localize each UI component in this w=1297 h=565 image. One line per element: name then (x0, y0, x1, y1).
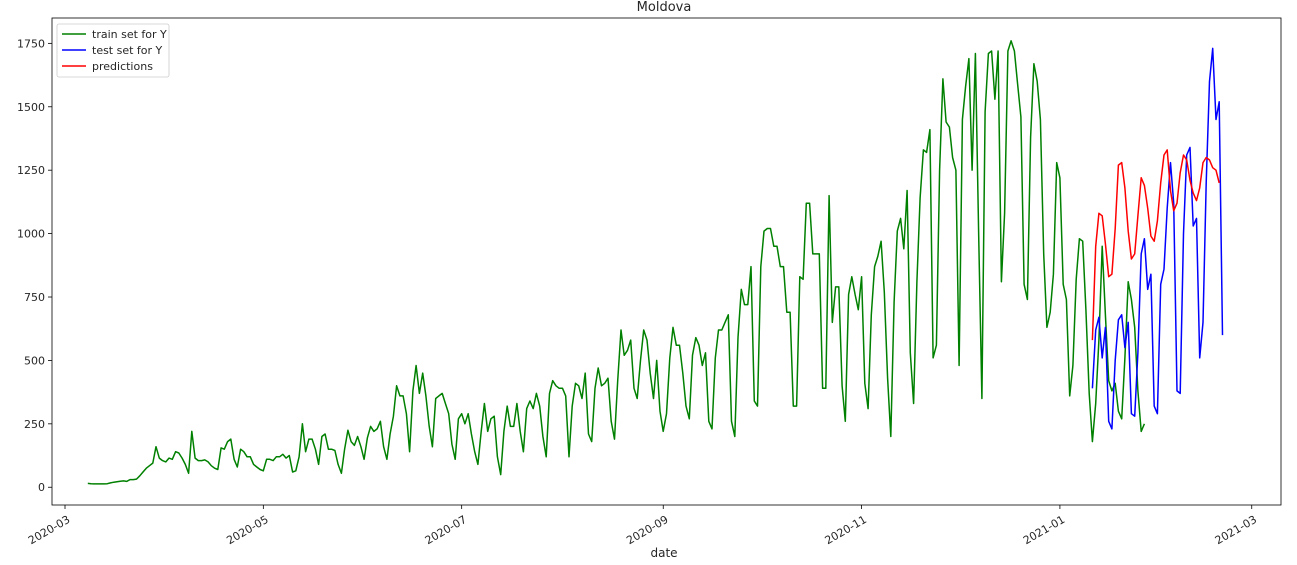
series-line-0 (87, 40, 1146, 485)
x-axis-title: date (650, 546, 677, 560)
chart-title: Moldova (637, 0, 692, 15)
x-tick-label: 2020-07 (423, 513, 469, 547)
y-axis: 0 250 500 750 1000 1250 1500 1750 (17, 37, 52, 494)
x-tick-label: 2020-03 (26, 513, 72, 547)
series-line-1 (1091, 47, 1224, 430)
y-tick-label: 1000 (17, 228, 45, 241)
legend-frame (56, 23, 170, 78)
legend: train set for Y test set for Y predictions (56, 23, 170, 78)
x-tick-label: 2020-09 (624, 513, 670, 547)
x-tick-label: 2020-05 (224, 513, 270, 547)
series-line-2 (1091, 149, 1220, 341)
series-layer (87, 40, 1224, 485)
y-tick-label: 1250 (17, 164, 45, 177)
y-tick-label: 750 (24, 291, 45, 304)
y-tick-label: 250 (24, 418, 45, 431)
x-tick-label: 2021-03 (1213, 513, 1259, 547)
legend-entry: predictions (92, 60, 153, 73)
x-tick-label: 2020-11 (823, 513, 869, 547)
plot-frame (51, 17, 1282, 506)
x-axis: 2020-03 2020-05 2020-07 2020-09 2020-11 2021-… (26, 505, 1259, 547)
y-tick-label: 1750 (17, 37, 45, 50)
y-tick-label: 500 (24, 354, 45, 367)
legend-entry: train set for Y (92, 28, 167, 41)
y-tick-label: 1500 (17, 101, 45, 114)
y-tick-label: 0 (38, 481, 45, 494)
x-tick-label: 2021-01 (1021, 513, 1067, 547)
legend-entry: test set for Y (92, 44, 163, 57)
